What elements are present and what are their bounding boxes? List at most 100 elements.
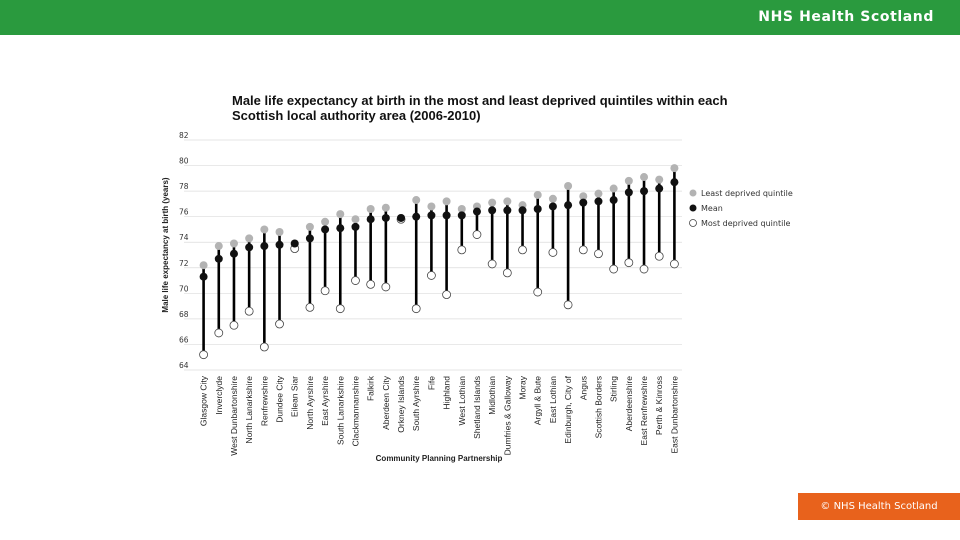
- category-label: Renfrewshire: [259, 376, 269, 426]
- gridlines: [184, 139, 682, 371]
- least-deprived-point: [229, 239, 238, 248]
- most-deprived-point: [320, 286, 330, 296]
- least-deprived-point: [503, 197, 512, 206]
- category-label: North Ayrshire: [305, 376, 315, 430]
- least-deprived-point: [488, 198, 497, 207]
- most-deprived-point: [639, 264, 649, 274]
- category-label: West Lothian: [457, 376, 467, 426]
- least-deprived-point: [275, 228, 284, 236]
- mean-point: [640, 187, 649, 196]
- most-deprived-point: [214, 328, 224, 338]
- mean-point: [609, 196, 618, 205]
- most-deprived-point: [351, 276, 360, 285]
- mean-point: [397, 213, 406, 222]
- most-deprived-point: [305, 302, 315, 312]
- least-deprived-point: [579, 192, 588, 201]
- y-axis-ticks: 64 66 68 70 72 74 76 78 80 82: [179, 131, 189, 370]
- most-deprived-point: [594, 249, 603, 259]
- category-label: Eilean Siar: [290, 376, 300, 417]
- y-tick-label: 64: [179, 361, 189, 370]
- most-deprived-point: [548, 248, 558, 257]
- least-deprived-point: [640, 173, 649, 182]
- least-deprived-point: [245, 234, 254, 243]
- least-deprived-point: [381, 203, 390, 212]
- most-deprived-point: [502, 268, 512, 278]
- y-tick-label: 66: [179, 335, 189, 344]
- category-label: East Lothian: [548, 376, 558, 424]
- mean-point: [594, 197, 603, 206]
- mean-point: [548, 202, 557, 211]
- data-points: [199, 164, 679, 360]
- category-label: Midlothian: [487, 376, 497, 415]
- y-tick-label: 72: [179, 259, 189, 268]
- x-axis-label: Community Planning Partnership: [376, 454, 503, 463]
- legend-mean-marker: [689, 204, 697, 212]
- mean-point: [472, 207, 481, 216]
- least-deprived-point: [321, 217, 330, 226]
- copyright-badge: © NHS Health Scotland: [798, 493, 960, 520]
- most-deprived-point: [533, 287, 543, 297]
- least-deprived-point: [624, 176, 633, 185]
- least-deprived-point: [655, 175, 664, 184]
- least-deprived-point: [594, 189, 603, 198]
- category-label: South Lanarkshire: [335, 376, 345, 445]
- mean-point: [670, 178, 679, 187]
- y-tick-label: 68: [179, 310, 189, 319]
- legend-label: Mean: [701, 204, 723, 213]
- mean-point: [290, 239, 299, 248]
- least-deprived-point: [366, 205, 375, 213]
- least-deprived-point: [533, 190, 542, 199]
- least-deprived-point: [609, 184, 618, 193]
- most-deprived-point: [259, 342, 269, 352]
- category-label: Fife: [426, 376, 436, 390]
- least-deprived-point: [305, 222, 314, 231]
- mean-point: [336, 224, 345, 233]
- category-label: Moray: [518, 375, 528, 399]
- category-label: East Dunbartonshire: [669, 376, 679, 454]
- mean-point: [260, 242, 269, 251]
- category-label: Stirling: [609, 376, 619, 402]
- mean-point: [503, 206, 512, 215]
- least-deprived-point: [442, 197, 451, 206]
- category-label: Shetland Islands: [472, 376, 482, 439]
- least-deprived-point: [564, 182, 573, 190]
- most-deprived-point: [427, 271, 436, 280]
- mean-point: [245, 243, 254, 252]
- category-label: Orkney Islands: [396, 376, 406, 433]
- x-axis-categories: Glasgow City Inverclyde West Dunbartonshir…: [199, 375, 680, 455]
- category-label: Argyll & Bute: [533, 376, 543, 425]
- mean-point: [275, 240, 284, 249]
- mean-point: [366, 215, 375, 224]
- y-axis-label: Male life expectancy at birth (years): [161, 177, 170, 313]
- y-tick-label: 78: [179, 182, 189, 191]
- chart-title: Male life expectancy at birth in the mos…: [232, 93, 728, 123]
- most-deprived-point: [229, 320, 239, 330]
- mean-point: [579, 198, 588, 207]
- category-label: Aberdeenshire: [624, 376, 634, 432]
- header-bar: NHS Health Scotland: [0, 0, 960, 35]
- category-label: Scottish Borders: [593, 376, 603, 438]
- mean-point: [624, 188, 633, 197]
- most-deprived-point: [487, 259, 497, 269]
- category-label: Highland: [442, 376, 452, 410]
- category-label: West Dunbartonshire: [229, 376, 239, 456]
- y-tick-label: 82: [179, 131, 189, 140]
- category-label: East Ayrshire: [320, 376, 330, 426]
- mean-point: [214, 254, 223, 263]
- mean-point: [564, 201, 573, 210]
- legend-label: Least deprived quintile: [701, 189, 793, 198]
- category-label: East Renfrewshire: [639, 376, 649, 446]
- most-deprived-point: [609, 264, 619, 274]
- mean-point: [412, 212, 421, 221]
- category-label: Angus: [578, 376, 588, 400]
- category-label: Falkirk: [366, 375, 376, 401]
- mean-point: [442, 211, 451, 220]
- most-deprived-point: [578, 245, 588, 255]
- least-deprived-point: [260, 225, 269, 234]
- least-deprived-point: [336, 210, 345, 219]
- most-deprived-point: [411, 304, 421, 314]
- mean-point: [533, 205, 542, 213]
- legend-label: Most deprived quintile: [701, 219, 791, 228]
- least-deprived-point: [199, 261, 208, 270]
- least-deprived-point: [214, 242, 223, 251]
